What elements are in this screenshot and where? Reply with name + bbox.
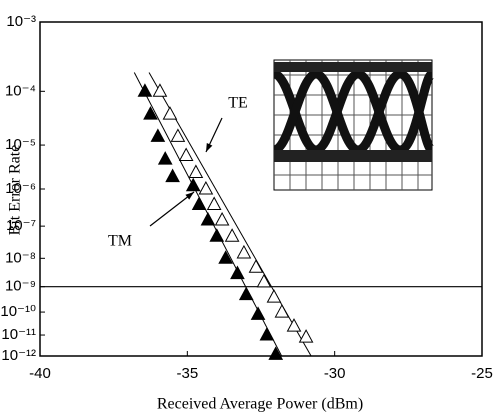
y-tick-label: 10⁻⁷	[6, 217, 36, 234]
y-tick-label: 10⁻¹¹	[1, 326, 36, 343]
y-tick-label: 10⁻⁵	[5, 136, 36, 153]
annotation-arrowhead	[206, 143, 212, 152]
data-point	[193, 197, 206, 209]
data-point	[180, 149, 193, 161]
data-point	[240, 288, 253, 300]
data-point	[260, 328, 273, 340]
data-point	[199, 182, 212, 194]
data-point	[300, 330, 313, 342]
x-tick-label: -35	[176, 365, 198, 382]
data-point	[216, 213, 229, 225]
data-point	[189, 165, 202, 177]
data-point	[151, 129, 164, 141]
data-point	[275, 305, 288, 317]
x-axis-title: Received Average Power (dBm)	[157, 396, 363, 413]
y-tick-label: 10⁻¹⁰	[0, 303, 36, 320]
data-point	[288, 319, 301, 331]
y-tick-label: 10⁻⁴	[5, 82, 36, 99]
eye-diagram-inset	[274, 60, 432, 190]
data-point	[249, 260, 262, 272]
data-point	[237, 246, 250, 258]
data-point	[153, 84, 166, 96]
data-point	[166, 170, 179, 182]
chart: Received Average Power (dBm) Bit Error R…	[0, 0, 497, 416]
y-tick-label: 10⁻⁹	[5, 278, 36, 295]
x-tick-label: -40	[29, 365, 51, 382]
series-label: TE	[228, 95, 248, 112]
data-point	[267, 290, 280, 302]
data-point	[163, 107, 176, 119]
data-point	[138, 84, 151, 96]
annotation-arrowhead	[185, 192, 194, 200]
x-tick-label: -25	[471, 365, 493, 382]
data-point	[187, 179, 200, 191]
data-point	[252, 307, 265, 319]
data-point	[201, 213, 214, 225]
data-point	[210, 229, 223, 241]
data-point	[159, 152, 172, 164]
y-tick-label: 10⁻¹²	[1, 347, 36, 364]
x-tick-label: -30	[324, 365, 346, 382]
y-tick-label: 10⁻⁶	[5, 180, 36, 197]
data-point	[208, 197, 221, 209]
y-tick-label: 10⁻³	[6, 13, 36, 30]
data-point	[226, 229, 239, 241]
series-label: TM	[108, 233, 132, 250]
y-tick-label: 10⁻⁸	[5, 249, 36, 266]
data-point	[231, 267, 244, 279]
